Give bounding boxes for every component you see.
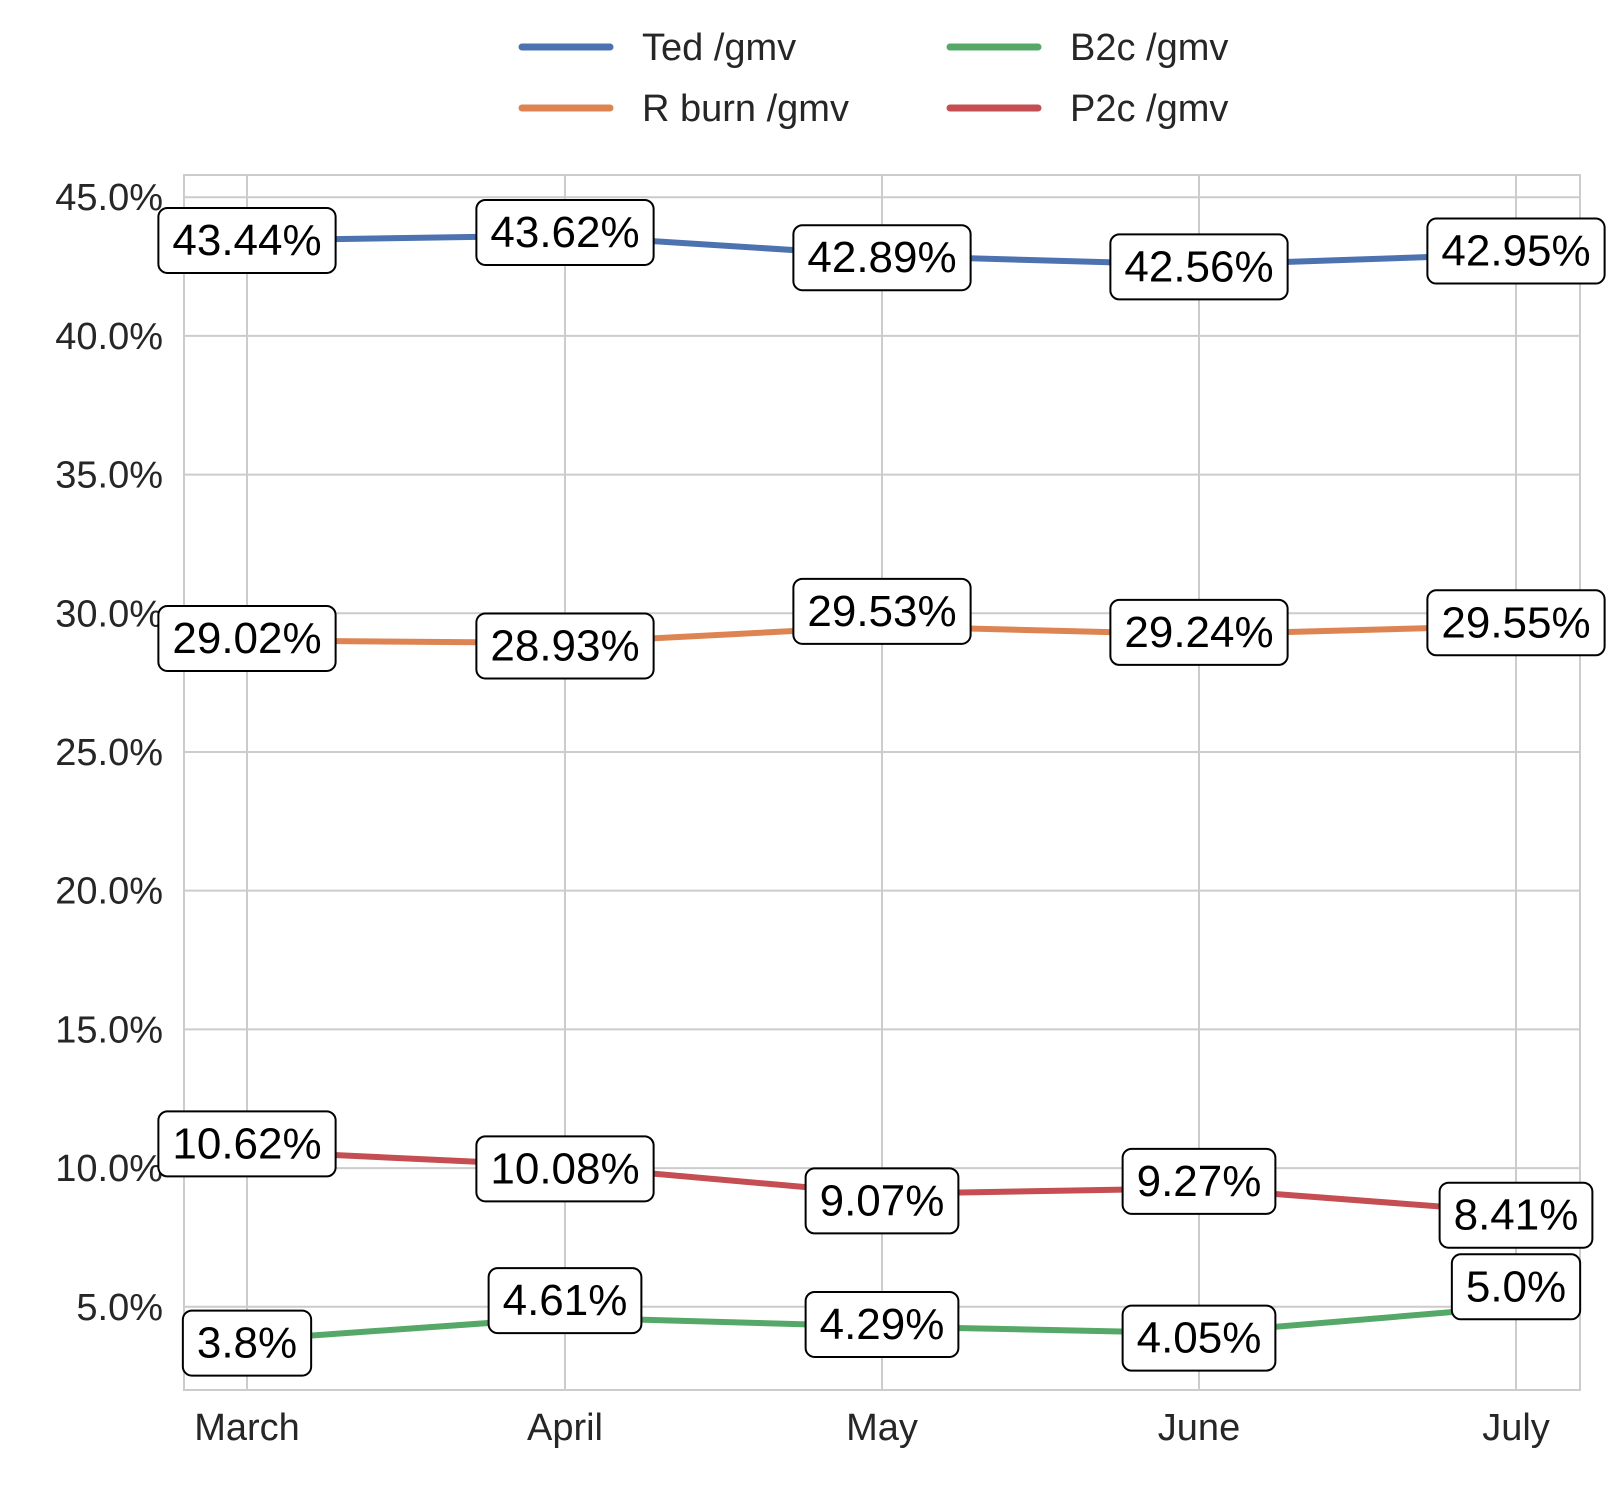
data-label-text: 42.95% [1441, 227, 1590, 276]
data-label: 5.0% [1450, 1253, 1582, 1321]
data-label: 29.55% [1426, 589, 1606, 657]
data-label: 29.24% [1109, 598, 1289, 666]
y-tick-label: 15.0% [55, 1009, 163, 1051]
data-label: 8.41% [1438, 1181, 1594, 1249]
data-label-box [181, 1309, 313, 1377]
data-label-box [157, 206, 337, 274]
data-label-text: 10.62% [172, 1119, 321, 1168]
legend: Ted /gmv R burn /gmv B2c /gmv P2c /gmv [518, 27, 1228, 130]
data-label-text: 29.53% [807, 587, 956, 636]
data-label-text: 4.61% [503, 1276, 628, 1325]
data-label: 4.29% [804, 1290, 960, 1358]
data-label-box [804, 1290, 960, 1358]
data-label-box [1121, 1304, 1277, 1372]
y-axis: 5.0% 10.0% 15.0% 20.0% 25.0% 30.0% 35.0% 40.0% 4… [55, 177, 163, 1329]
data-label-text: 43.62% [490, 208, 639, 257]
data-label-box [1426, 589, 1606, 657]
data-label-text: 42.56% [1124, 242, 1273, 291]
x-tick-label: March [194, 1407, 300, 1449]
data-label-box [1438, 1181, 1594, 1249]
legend-entry: R burn /gmv [518, 88, 849, 130]
data-label-text: 5.0% [1466, 1262, 1566, 1311]
data-label-box [487, 1267, 643, 1335]
x-tick-label: June [1158, 1407, 1240, 1449]
y-tick-label: 10.0% [55, 1148, 163, 1190]
data-label: 4.05% [1121, 1304, 1277, 1372]
data-labels: 43.44% 43.62% 42.89% 42.56% 42.95% 29.02% 28.9… [157, 198, 1606, 1377]
data-label-text: 28.93% [490, 621, 639, 670]
data-label-box [792, 577, 972, 645]
data-label-text: 9.27% [1137, 1157, 1262, 1206]
data-label-box [792, 224, 972, 292]
data-label-box [157, 1110, 337, 1178]
data-label-box [1109, 598, 1289, 666]
data-label-box [475, 1135, 655, 1203]
data-label: 42.89% [792, 224, 972, 292]
x-tick-label: April [527, 1407, 603, 1449]
data-label-text: 29.02% [172, 614, 321, 663]
data-label-box [804, 1167, 960, 1235]
data-label-box [1121, 1147, 1277, 1215]
data-label-box [157, 604, 337, 672]
data-label: 4.61% [487, 1267, 643, 1335]
legend-label: Ted /gmv [642, 27, 796, 69]
data-label-box [1426, 217, 1606, 285]
legend-entry: P2c /gmv [946, 88, 1228, 130]
legend-entry: B2c /gmv [946, 27, 1228, 69]
data-label-text: 3.8% [197, 1319, 297, 1368]
data-label-box [1450, 1253, 1582, 1321]
data-label-text: 43.44% [172, 216, 321, 265]
legend-entry: Ted /gmv [518, 27, 796, 69]
data-label: 42.95% [1426, 217, 1606, 285]
y-tick-label: 35.0% [55, 455, 163, 497]
data-label-text: 42.89% [807, 233, 956, 282]
data-label-text: 9.07% [820, 1176, 945, 1225]
data-label: 9.07% [804, 1167, 960, 1235]
y-tick-label: 5.0% [76, 1287, 163, 1329]
x-tick-label: July [1482, 1407, 1550, 1449]
data-label: 29.02% [157, 604, 337, 672]
y-tick-label: 45.0% [55, 177, 163, 219]
data-label: 43.62% [475, 198, 655, 266]
y-tick-label: 25.0% [55, 732, 163, 774]
legend-label: B2c /gmv [1070, 27, 1228, 69]
y-tick-label: 30.0% [55, 593, 163, 635]
x-tick-label: May [846, 1407, 918, 1449]
data-label-box [475, 612, 655, 680]
data-label: 9.27% [1121, 1147, 1277, 1215]
y-tick-label: 20.0% [55, 871, 163, 913]
data-label: 29.53% [792, 577, 972, 645]
data-label-text: 29.24% [1124, 608, 1273, 657]
legend-label: R burn /gmv [642, 88, 849, 130]
data-label: 10.08% [475, 1135, 655, 1203]
data-label: 10.62% [157, 1110, 337, 1178]
data-label: 42.56% [1109, 233, 1289, 301]
data-label-text: 10.08% [490, 1144, 639, 1193]
plot-frame [183, 174, 1581, 1391]
data-label-box [1109, 233, 1289, 301]
y-tick-label: 40.0% [55, 316, 163, 358]
data-label: 43.44% [157, 206, 337, 274]
data-label-box [475, 198, 655, 266]
legend-label: P2c /gmv [1070, 88, 1228, 130]
data-label-text: 29.55% [1441, 598, 1590, 647]
data-label: 28.93% [475, 612, 655, 680]
data-label-text: 4.29% [820, 1300, 945, 1349]
data-label-text: 8.41% [1454, 1191, 1579, 1240]
data-label-text: 4.05% [1137, 1314, 1262, 1363]
data-label: 3.8% [181, 1309, 313, 1377]
x-axis: March April May June July [194, 1407, 1550, 1449]
